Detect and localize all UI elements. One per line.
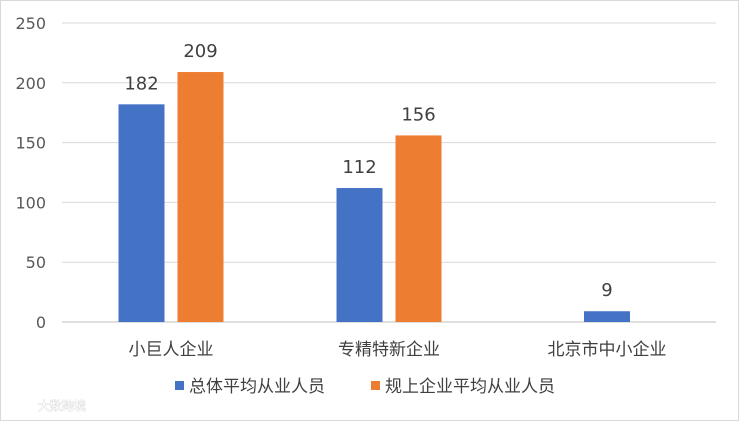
data-label: 156 bbox=[401, 104, 435, 125]
y-axis-ticks: 0 50 100 150 200 250 bbox=[15, 14, 46, 332]
y-tick-label: 150 bbox=[15, 134, 46, 153]
watermark: 大数跨境 bbox=[38, 398, 87, 414]
data-label: 209 bbox=[183, 41, 217, 62]
category-label: 专精特新企业 bbox=[338, 340, 440, 360]
category-label: 北京市中小企业 bbox=[548, 340, 667, 360]
legend-swatch bbox=[371, 381, 380, 390]
y-tick-label: 200 bbox=[15, 74, 46, 93]
bar bbox=[584, 311, 630, 322]
bars bbox=[118, 72, 630, 322]
y-tick-label: 100 bbox=[15, 193, 46, 212]
legend-swatch bbox=[175, 381, 184, 390]
data-label: 9 bbox=[601, 280, 612, 301]
category-label: 小巨人企业 bbox=[129, 340, 214, 360]
y-tick-label: 50 bbox=[26, 253, 46, 272]
watermark-text: 大数跨境 bbox=[38, 398, 86, 413]
data-labels: 182 209 112 156 9 bbox=[124, 41, 612, 301]
legend: 总体平均从业人员 规上企业平均从业人员 bbox=[175, 377, 555, 397]
data-label: 182 bbox=[124, 73, 158, 94]
bar bbox=[118, 104, 165, 322]
y-tick-label: 0 bbox=[36, 313, 46, 332]
bar bbox=[177, 72, 224, 322]
bar bbox=[395, 135, 442, 322]
legend-label: 总体平均从业人员 bbox=[189, 377, 325, 397]
bar bbox=[336, 188, 383, 322]
x-axis-categories: 小巨人企业 专精特新企业 北京市中小企业 bbox=[129, 340, 667, 360]
data-label: 112 bbox=[342, 157, 376, 178]
legend-label: 规上企业平均从业人员 bbox=[385, 377, 555, 397]
y-tick-label: 250 bbox=[15, 14, 46, 33]
